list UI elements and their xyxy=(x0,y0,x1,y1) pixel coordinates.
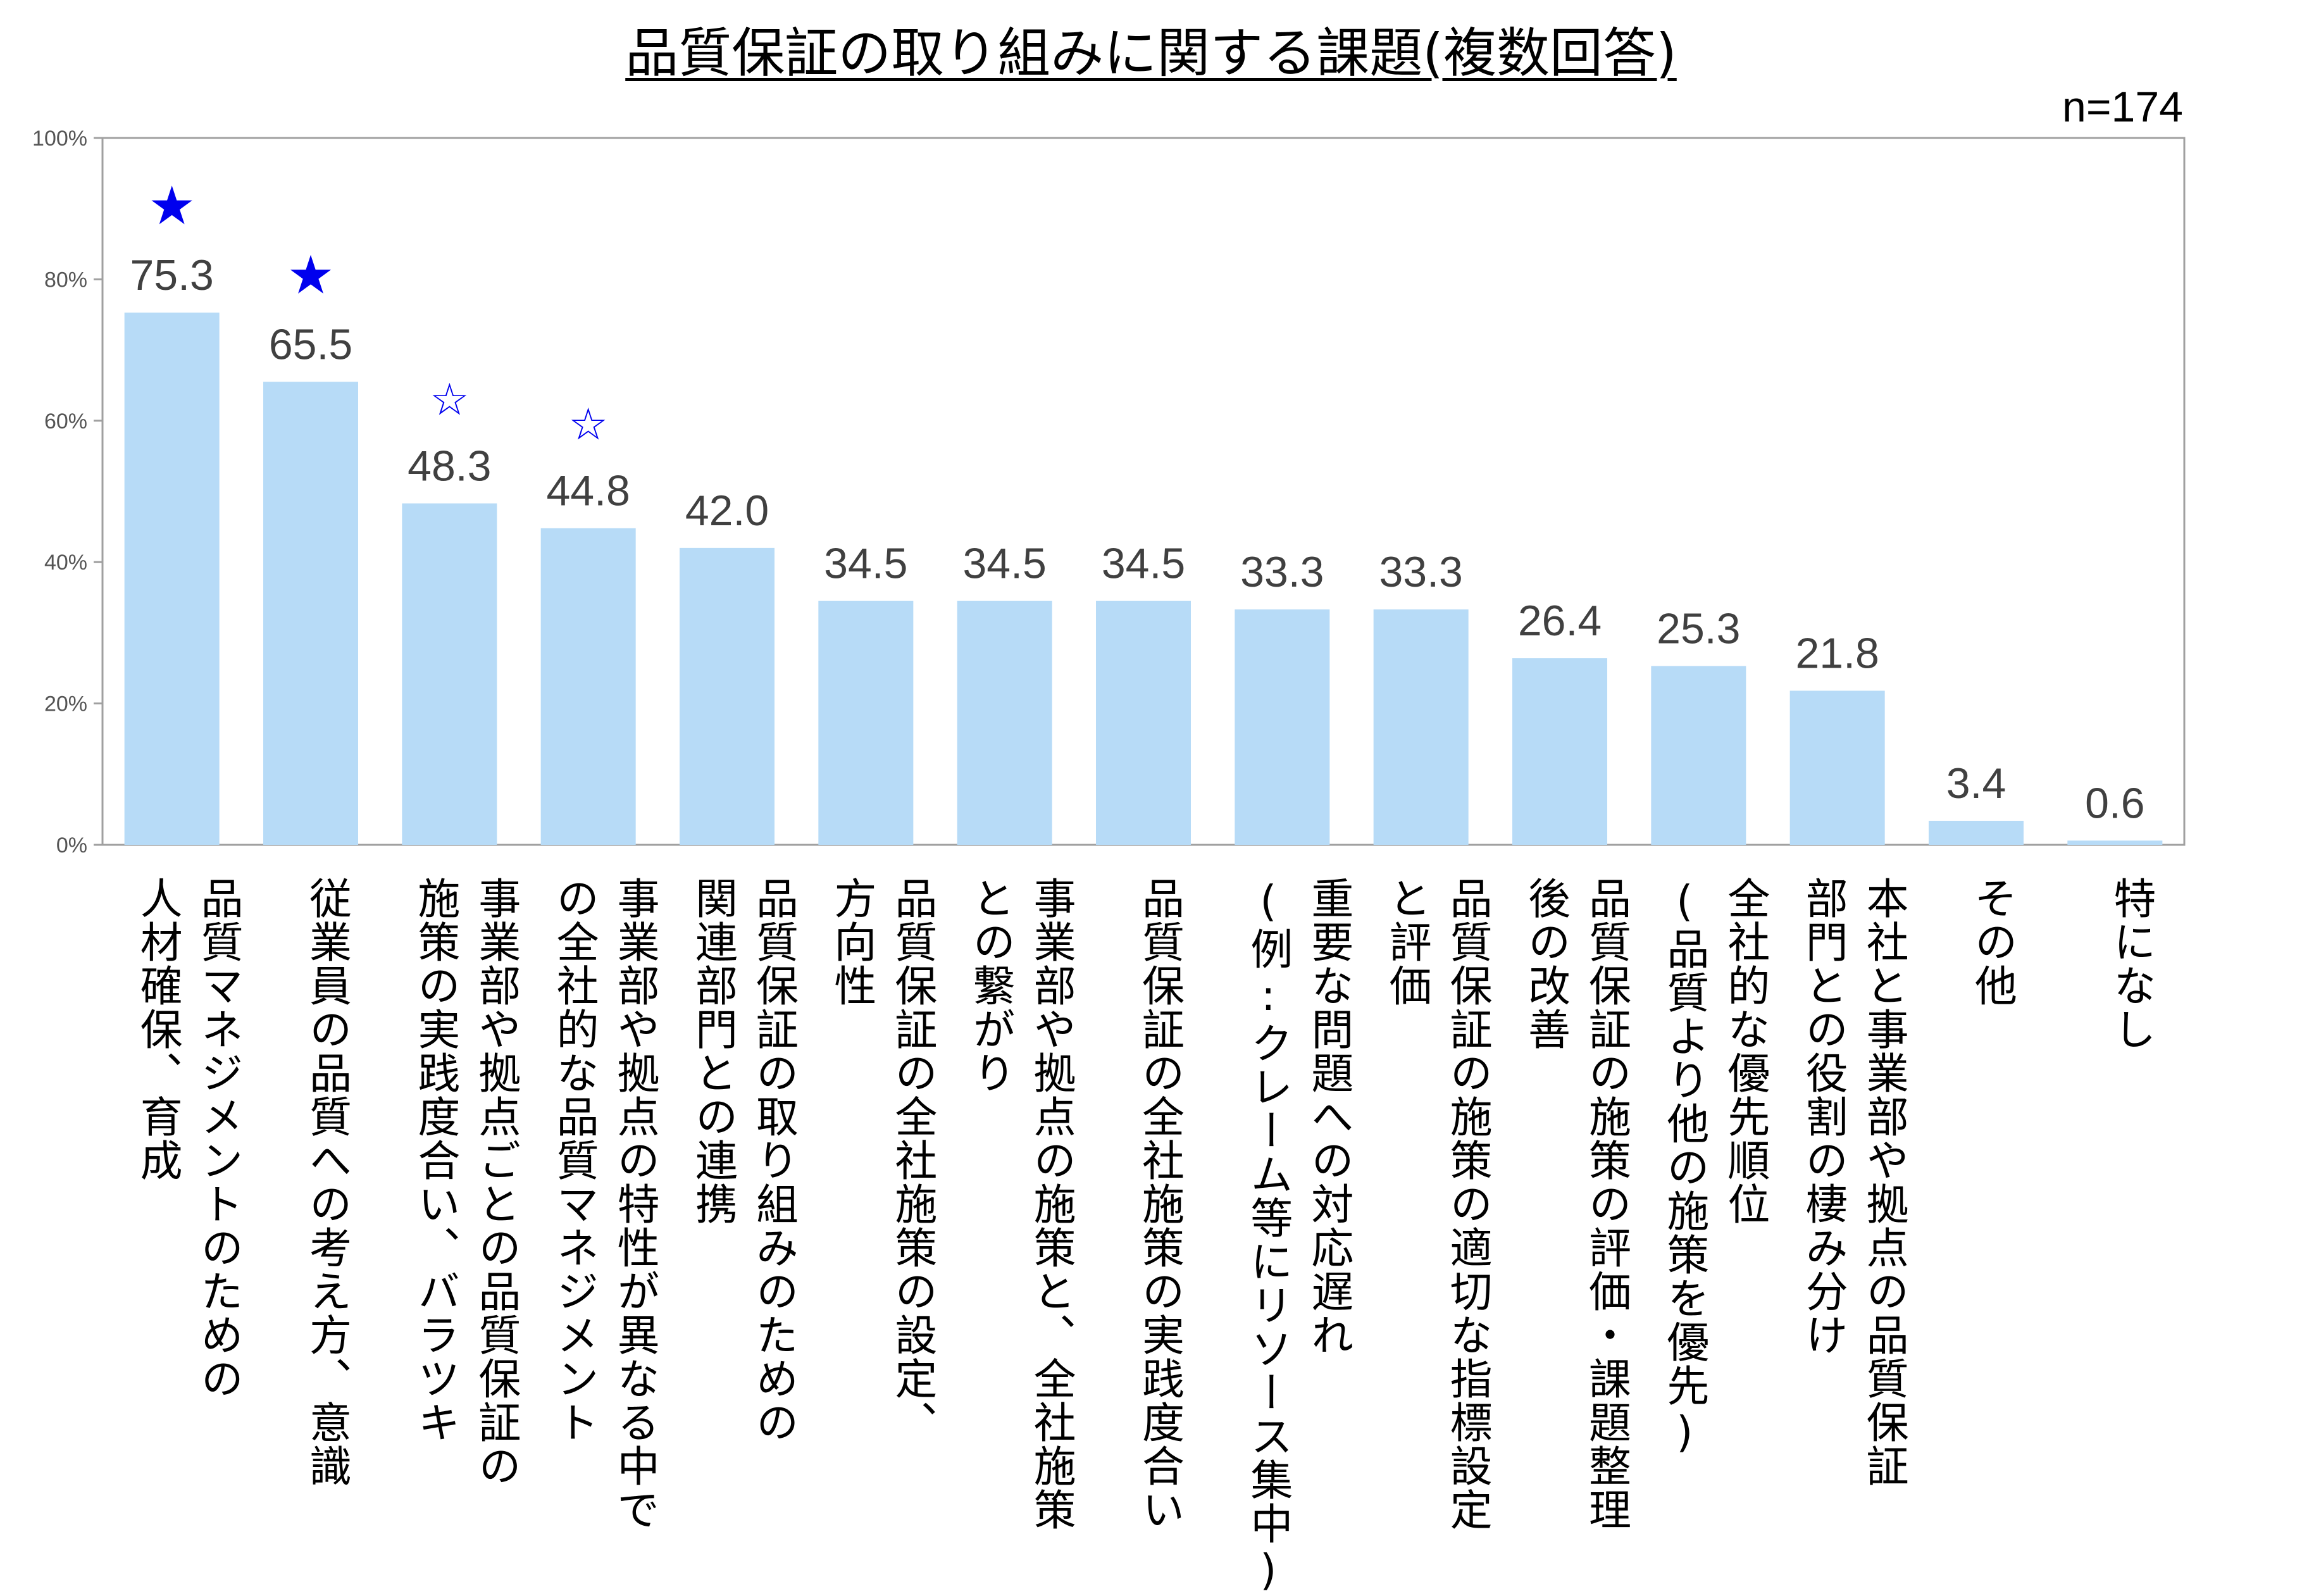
data-label: 34.5 xyxy=(962,540,1046,588)
data-label: 33.3 xyxy=(1240,548,1324,596)
y-axis: 0% 20% 40% 60% 80% 100% xyxy=(32,127,103,857)
data-label: 44.8 xyxy=(546,467,630,515)
category-label: 品質マネジメントのための 人材確保、育成 xyxy=(133,876,244,1400)
y-tick-label: 40% xyxy=(44,551,87,575)
data-label: 48.3 xyxy=(408,442,491,490)
value-labels: 75.3 65.5 48.3 44.8 42.0 34.5 34.5 34.5 33.3 33.3… xyxy=(130,251,2144,827)
outline-star-icon: ☆ xyxy=(568,399,608,451)
category-label: 品質保証の施策の評価・課題整理 後の改善 xyxy=(1521,876,1631,1531)
bar xyxy=(1651,666,1746,845)
data-label: 21.8 xyxy=(1795,629,1879,677)
y-tick-label: 20% xyxy=(44,692,87,716)
bar xyxy=(540,528,636,845)
outline-star-icon: ☆ xyxy=(430,373,470,425)
bar xyxy=(1235,609,1330,845)
category-label: 品質保証の全社施策の設定、 方向性 xyxy=(827,876,938,1444)
category-label: 全社的な優先順位 (品質より他の施策を優先) xyxy=(1660,876,1770,1458)
data-label: 3.4 xyxy=(1946,759,2006,807)
bars xyxy=(124,312,2163,845)
data-label: 25.3 xyxy=(1657,604,1740,652)
y-tick-label: 100% xyxy=(32,127,87,151)
category-label: 品質保証の施策の適切な指標設定 と評価 xyxy=(1382,876,1493,1531)
bar xyxy=(1096,601,1191,845)
bar xyxy=(263,382,358,845)
bar xyxy=(1789,690,1885,845)
bar xyxy=(124,312,220,845)
bar xyxy=(2067,840,2163,845)
bar xyxy=(1373,609,1469,845)
category-label: 事業部や拠点の特性が異なる中で の全社的な品質マネジメント xyxy=(549,876,660,1531)
category-label: 重要な問題への対応遅れ (例:クレーム等にリソース集中) xyxy=(1243,876,1354,1596)
highlight-markers: ★ ★ ☆ ☆ xyxy=(148,175,608,451)
y-tick-label: 80% xyxy=(44,268,87,292)
sample-size-note: n=174 xyxy=(2062,83,2183,131)
data-label: 42.0 xyxy=(685,487,769,535)
data-label: 33.3 xyxy=(1379,548,1462,596)
bar xyxy=(957,601,1052,845)
category-label: 従業員の品質への考え方、意識 xyxy=(302,876,352,1488)
y-tick-label: 0% xyxy=(56,833,87,857)
category-label: 事業部や拠点ごとの品質保証の 施策の実践度合い、バラツキ xyxy=(411,876,521,1488)
category-label: 品質保証の全社施策の実践度合い xyxy=(1135,876,1185,1531)
chart-title: 品質保証の取り組みに関する課題(複数回答) xyxy=(625,22,1677,84)
bar xyxy=(1929,821,2024,845)
category-label: 品質保証の取り組みのための 関連部門との連携 xyxy=(688,876,799,1444)
category-label: その他 xyxy=(1968,876,2017,1007)
filled-star-icon: ★ xyxy=(287,244,334,306)
bar xyxy=(818,601,914,845)
category-label: 本社と事業部や拠点の品質保証 部門との役割の棲み分け xyxy=(1798,876,1909,1488)
data-label: 75.3 xyxy=(130,251,213,299)
y-tick-label: 60% xyxy=(44,409,87,433)
category-label: 事業部や拠点の施策と、全社施策 との繋がり xyxy=(966,876,1076,1531)
category-label: 特になし xyxy=(2106,876,2156,1051)
data-label: 0.6 xyxy=(2085,779,2145,827)
data-label: 65.5 xyxy=(269,320,352,368)
data-label: 34.5 xyxy=(1102,540,1185,588)
bar xyxy=(402,503,497,845)
bar xyxy=(1512,658,1607,845)
data-label: 34.5 xyxy=(824,540,907,588)
bar xyxy=(680,547,775,845)
filled-star-icon: ★ xyxy=(148,175,196,237)
data-label: 26.4 xyxy=(1518,597,1602,645)
